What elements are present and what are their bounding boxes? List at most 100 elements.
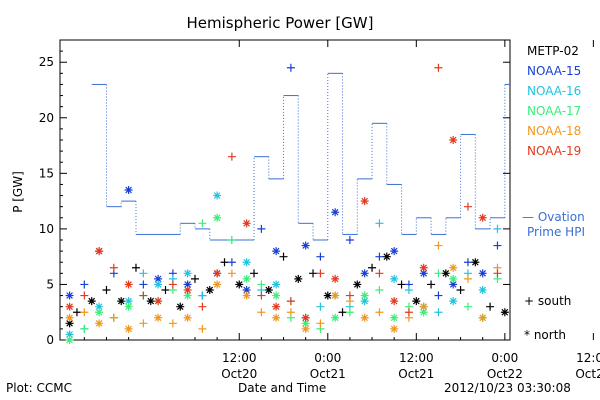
series-noaa-19	[65, 63, 502, 322]
marker-north	[65, 291, 74, 300]
marker-south	[375, 308, 384, 317]
marker-south	[397, 280, 406, 289]
marker-north	[95, 302, 104, 311]
marker-south	[198, 324, 207, 333]
marker-south	[198, 302, 207, 311]
marker-south	[434, 269, 443, 278]
marker-north	[301, 241, 310, 250]
marker-south	[404, 286, 413, 294]
marker-south	[139, 269, 148, 278]
marker-north	[478, 313, 487, 322]
marker-south	[434, 241, 443, 250]
marker-north	[242, 219, 251, 228]
marker-north	[154, 297, 163, 306]
marker-south	[198, 291, 207, 300]
marker-north	[242, 291, 251, 300]
series-metp-02	[65, 252, 509, 328]
marker-south	[404, 308, 413, 317]
chart-title: Hemispheric Power [GW]	[187, 14, 374, 32]
y-tick-label: 20	[39, 111, 54, 125]
marker-south	[257, 291, 266, 300]
marker-north	[331, 313, 340, 322]
marker-north	[449, 297, 458, 306]
marker-north	[176, 302, 185, 311]
marker-south	[375, 269, 384, 278]
marker-legend-entry: + south	[524, 294, 571, 308]
marker-south	[286, 63, 295, 72]
y-tick-label: 5	[46, 277, 54, 291]
marker-south	[286, 308, 295, 317]
marker-north	[154, 313, 163, 322]
y-tick-label: 25	[39, 55, 54, 69]
marker-south	[456, 286, 465, 294]
plot-area: 0 5 10 15 20 25 12:00 Oct20 0:00 Oct21 12:00 Oct21 0…	[39, 39, 600, 381]
marker-north	[478, 286, 487, 294]
x-tick-date-label: Oct21	[310, 367, 346, 381]
y-tick-label: 15	[39, 166, 54, 180]
marker-south	[139, 319, 148, 328]
marker-north	[360, 313, 369, 322]
series-noaa-16	[65, 191, 502, 339]
marker-north	[154, 274, 163, 283]
marker-north	[65, 302, 74, 311]
marker-north	[124, 186, 133, 194]
x-tick-date-label: Oct21	[398, 367, 434, 381]
marker-north	[419, 269, 428, 278]
marker-south	[338, 308, 347, 317]
marker-north	[124, 302, 133, 311]
marker-south	[316, 319, 325, 328]
marker-south	[220, 258, 229, 267]
marker-north	[205, 286, 214, 294]
marker-north	[441, 269, 450, 278]
marker-north	[95, 308, 104, 317]
marker-north	[124, 324, 133, 333]
marker-north	[331, 208, 340, 217]
marker-south	[309, 269, 318, 278]
marker-north	[154, 280, 163, 289]
marker-north	[242, 286, 251, 294]
marker-north	[95, 319, 104, 328]
marker-north	[449, 263, 458, 272]
marker-north	[301, 319, 310, 328]
series-noaa-18	[65, 241, 502, 333]
marker-south	[161, 286, 170, 294]
marker-north	[242, 274, 251, 283]
marker-north	[360, 291, 369, 300]
marker-south	[463, 258, 472, 267]
marker-south	[227, 152, 236, 161]
marker-north	[353, 280, 362, 289]
marker-north	[500, 308, 509, 317]
marker-north	[183, 291, 192, 300]
marker-north	[390, 313, 399, 322]
marker-south	[345, 236, 354, 244]
marker-south	[463, 274, 472, 283]
ovation-legend-line1: — Ovation	[522, 210, 585, 224]
marker-south	[345, 308, 354, 317]
marker-south	[80, 291, 89, 300]
marker-north	[242, 258, 251, 267]
x-tick-time-label: 0:00	[314, 351, 341, 365]
marker-north	[272, 247, 281, 256]
marker-south	[250, 269, 259, 278]
y-tick-label: 10	[39, 222, 54, 236]
marker-south	[191, 274, 199, 283]
y-axis-label: P [GW]	[11, 171, 25, 213]
marker-south	[139, 291, 148, 300]
marker-north	[65, 319, 74, 328]
marker-north	[331, 291, 340, 300]
marker-south	[463, 302, 472, 311]
marker-north	[471, 258, 480, 267]
series-noaa-15	[65, 63, 502, 300]
marker-north	[65, 336, 74, 344]
marker-south	[80, 308, 89, 317]
marker-south	[102, 286, 111, 294]
legend-entry: NOAA-18	[527, 124, 581, 138]
marker-south	[109, 263, 118, 272]
marker-north	[183, 280, 192, 289]
marker-south	[316, 302, 325, 311]
marker-south	[316, 252, 325, 261]
marker-north	[419, 308, 428, 317]
marker-south	[427, 280, 436, 289]
marker-south	[493, 269, 502, 278]
